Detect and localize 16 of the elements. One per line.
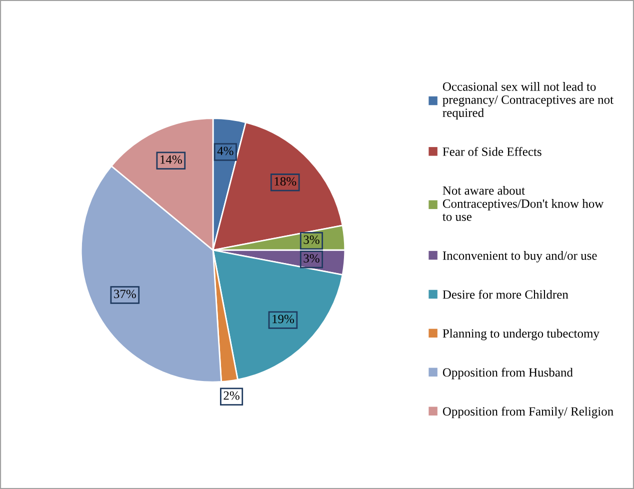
data-label: 37% bbox=[114, 290, 136, 298]
data-label: 14% bbox=[160, 155, 182, 164]
data-label: 2% bbox=[224, 391, 240, 400]
data-label: 19% bbox=[272, 314, 294, 324]
data-label: 3% bbox=[304, 254, 320, 263]
legend-label: Opposition from Family/ Religion bbox=[442, 406, 614, 418]
legend-label: Fear of Side Effects bbox=[442, 147, 542, 156]
legend-label: Opposition from Husband bbox=[442, 368, 573, 380]
data-label: 3% bbox=[304, 236, 320, 244]
legend-label: Inconvenient to buy and/or use bbox=[442, 251, 597, 262]
legend-label: Planning to undergo tubectomy bbox=[442, 328, 600, 340]
data-label: 4% bbox=[217, 146, 234, 156]
data-label: 18% bbox=[274, 177, 296, 186]
legend-label: Not aware about Contraceptives/Don't know how to use bbox=[442, 186, 604, 221]
legend-label: Desire for more Children bbox=[442, 290, 568, 299]
legend-label: Occasional sex will not lead to pregnancy/ Contraceptives are not required bbox=[442, 82, 614, 120]
